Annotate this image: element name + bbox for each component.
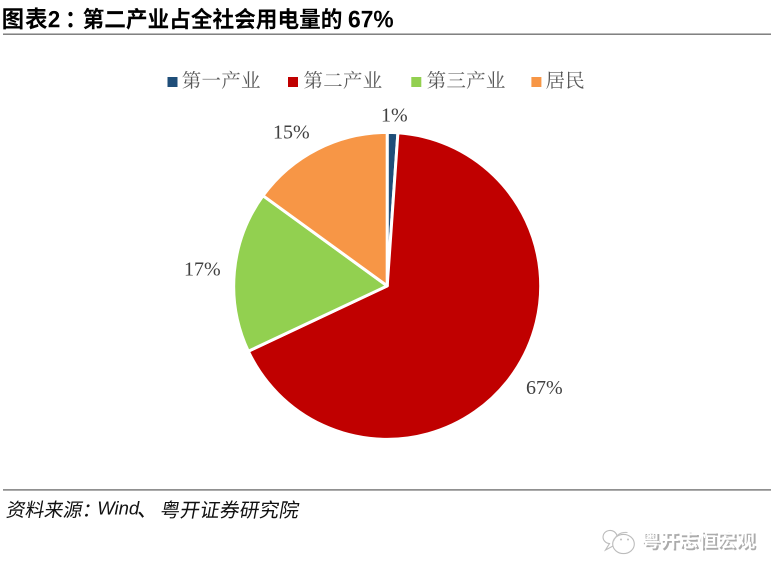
svg-text:15%: 15% bbox=[273, 122, 310, 144]
svg-text:Wind: Wind bbox=[97, 498, 140, 519]
svg-text:67%: 67% bbox=[526, 377, 563, 399]
svg-text:1%: 1% bbox=[381, 105, 408, 127]
svg-text:17%: 17% bbox=[184, 259, 221, 281]
